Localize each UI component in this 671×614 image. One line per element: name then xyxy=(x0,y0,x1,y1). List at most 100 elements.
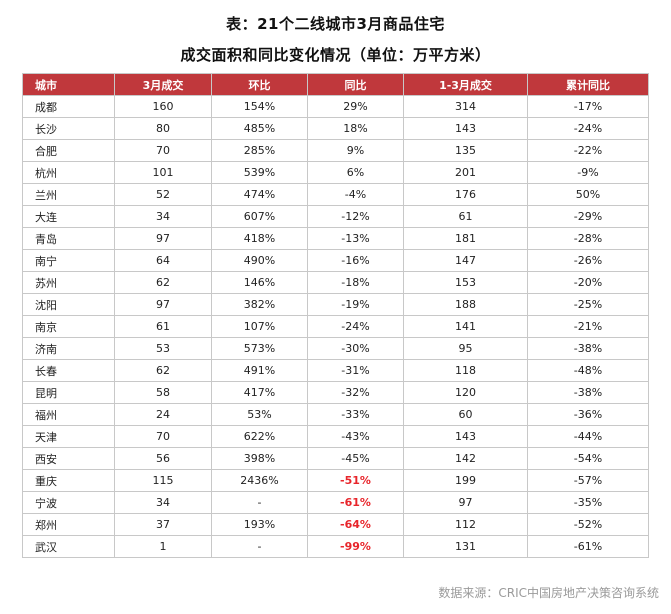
cell-city: 长沙 xyxy=(22,117,115,140)
cell-yoy: 9% xyxy=(307,139,404,162)
cell-cum-yoy: -24% xyxy=(527,117,649,140)
table-row: 福州 24 53% -33% 60 -36% xyxy=(22,403,649,426)
cell-q1: 120 xyxy=(403,381,528,404)
cell-yoy: -19% xyxy=(307,293,404,316)
cell-cum-yoy: -44% xyxy=(527,425,649,448)
cell-city: 长春 xyxy=(22,359,115,382)
cell-q1: 118 xyxy=(403,359,528,382)
table-row: 重庆 115 2436% -51% 199 -57% xyxy=(22,469,649,492)
cell-yoy: 6% xyxy=(307,161,404,184)
cell-city: 昆明 xyxy=(22,381,115,404)
cell-q1: 147 xyxy=(403,249,528,272)
cell-cum-yoy: -21% xyxy=(527,315,649,338)
cell-mom: 382% xyxy=(211,293,308,316)
table-row: 大连 34 607% -12% 61 -29% xyxy=(22,205,649,228)
cell-yoy: -32% xyxy=(307,381,404,404)
cell-cum-yoy: -57% xyxy=(527,469,649,492)
cell-march: 97 xyxy=(114,293,212,316)
table-row: 南京 61 107% -24% 141 -21% xyxy=(22,315,649,338)
cell-mom: 474% xyxy=(211,183,308,206)
cell-mom: 417% xyxy=(211,381,308,404)
cell-cum-yoy: 50% xyxy=(527,183,649,206)
cell-yoy: -51% xyxy=(307,469,404,492)
table-row: 苏州 62 146% -18% 153 -20% xyxy=(22,271,649,294)
cell-cum-yoy: -26% xyxy=(527,249,649,272)
table-row: 成都 160 154% 29% 314 -17% xyxy=(22,95,649,118)
cell-city: 重庆 xyxy=(22,469,115,492)
cell-city: 沈阳 xyxy=(22,293,115,316)
cell-city: 杭州 xyxy=(22,161,115,184)
table-row: 长春 62 491% -31% 118 -48% xyxy=(22,359,649,382)
cell-cum-yoy: -38% xyxy=(527,337,649,360)
cell-q1: 135 xyxy=(403,139,528,162)
cell-city: 南宁 xyxy=(22,249,115,272)
cell-mom: 285% xyxy=(211,139,308,162)
cell-mom: 622% xyxy=(211,425,308,448)
cell-cum-yoy: -17% xyxy=(527,95,649,118)
cell-yoy: -31% xyxy=(307,359,404,382)
cell-city: 宁波 xyxy=(22,491,115,514)
cell-march: 115 xyxy=(114,469,212,492)
cell-city: 兰州 xyxy=(22,183,115,206)
cell-yoy: -64% xyxy=(307,513,404,536)
cell-cum-yoy: -29% xyxy=(527,205,649,228)
cell-mom: 2436% xyxy=(211,469,308,492)
cell-cum-yoy: -20% xyxy=(527,271,649,294)
cell-q1: 131 xyxy=(403,535,528,558)
cell-cum-yoy: -61% xyxy=(527,535,649,558)
cell-yoy: -30% xyxy=(307,337,404,360)
cell-march: 52 xyxy=(114,183,212,206)
cell-q1: 141 xyxy=(403,315,528,338)
cell-march: 62 xyxy=(114,359,212,382)
cell-march: 70 xyxy=(114,139,212,162)
table-row: 南宁 64 490% -16% 147 -26% xyxy=(22,249,649,272)
cell-march: 34 xyxy=(114,205,212,228)
cell-city: 苏州 xyxy=(22,271,115,294)
cell-march: 160 xyxy=(114,95,212,118)
cell-yoy: -12% xyxy=(307,205,404,228)
cell-city: 济南 xyxy=(22,337,115,360)
cell-mom: - xyxy=(211,535,308,558)
cell-march: 1 xyxy=(114,535,212,558)
cell-q1: 61 xyxy=(403,205,528,228)
cell-mom: 154% xyxy=(211,95,308,118)
table-row: 青岛 97 418% -13% 181 -28% xyxy=(22,227,649,250)
cell-mom: 490% xyxy=(211,249,308,272)
cell-mom: 193% xyxy=(211,513,308,536)
cell-yoy: -24% xyxy=(307,315,404,338)
table-title-line2: 成交面积和同比变化情况（单位：万平方米） xyxy=(180,46,491,64)
table-row: 昆明 58 417% -32% 120 -38% xyxy=(22,381,649,404)
cell-mom: - xyxy=(211,491,308,514)
cell-cum-yoy: -36% xyxy=(527,403,649,426)
cell-mom: 491% xyxy=(211,359,308,382)
cell-march: 34 xyxy=(114,491,212,514)
cell-march: 101 xyxy=(114,161,212,184)
cell-city: 西安 xyxy=(22,447,115,470)
cell-yoy: -61% xyxy=(307,491,404,514)
cell-march: 53 xyxy=(114,337,212,360)
cell-cum-yoy: -9% xyxy=(527,161,649,184)
cell-yoy: 18% xyxy=(307,117,404,140)
cell-city: 大连 xyxy=(22,205,115,228)
cell-mom: 53% xyxy=(211,403,308,426)
cell-yoy: -4% xyxy=(307,183,404,206)
table-row: 沈阳 97 382% -19% 188 -25% xyxy=(22,293,649,316)
cell-q1: 188 xyxy=(403,293,528,316)
cell-cum-yoy: -28% xyxy=(527,227,649,250)
cell-q1: 142 xyxy=(403,447,528,470)
header-cum-yoy: 累计同比 xyxy=(527,73,649,96)
cell-city: 南京 xyxy=(22,315,115,338)
cell-q1: 112 xyxy=(403,513,528,536)
table-row: 长沙 80 485% 18% 143 -24% xyxy=(22,117,649,140)
cell-march: 61 xyxy=(114,315,212,338)
table-row: 兰州 52 474% -4% 176 50% xyxy=(22,183,649,206)
header-row: 城市 3月成交 环比 同比 1-3月成交 累计同比 xyxy=(22,73,649,96)
cell-march: 64 xyxy=(114,249,212,272)
table-row: 合肥 70 285% 9% 135 -22% xyxy=(22,139,649,162)
cell-yoy: -18% xyxy=(307,271,404,294)
cell-q1: 95 xyxy=(403,337,528,360)
header-mom: 环比 xyxy=(211,73,308,96)
cell-q1: 201 xyxy=(403,161,528,184)
cell-cum-yoy: -25% xyxy=(527,293,649,316)
cell-march: 62 xyxy=(114,271,212,294)
